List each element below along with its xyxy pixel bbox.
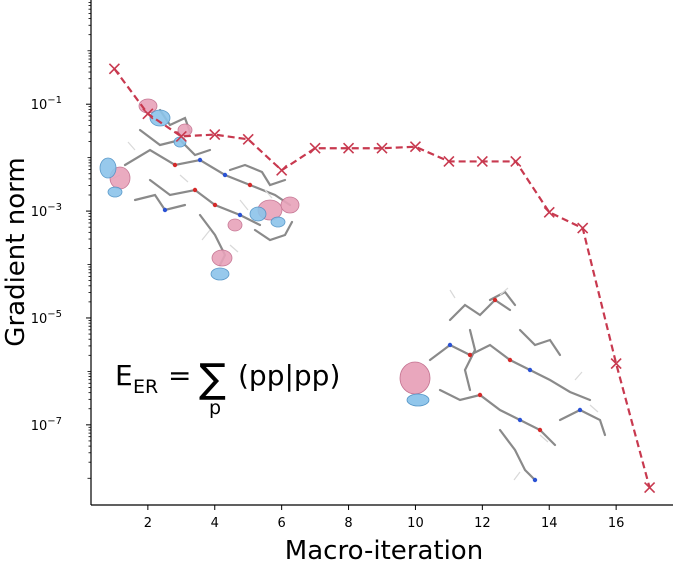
y-axis-title: Gradient norm <box>1 157 31 346</box>
data-point-marker <box>175 130 187 142</box>
molecule-illustration-right <box>399 287 607 483</box>
y-tick-label: 10−5 <box>31 309 62 327</box>
data-point-marker <box>209 129 221 141</box>
data-point-marker <box>108 63 120 75</box>
data-point-marker <box>376 142 388 154</box>
y-ticks: 10−110−310−510−7 <box>31 2 91 479</box>
data-point-marker <box>142 108 154 120</box>
x-tick-label: 14 <box>541 516 558 531</box>
formula-rhs: (pp|pp) <box>238 359 340 392</box>
formula-sum-index: p <box>209 397 221 419</box>
y-tick-label: 10−1 <box>31 95 62 113</box>
x-ticks: 2 4 6 8 10 12 14 16 <box>144 505 625 531</box>
y-tick-label: 10−3 <box>31 202 62 220</box>
series-layer <box>108 63 656 494</box>
y-tick-base: 10 <box>31 98 48 113</box>
data-point-marker <box>577 222 589 234</box>
formula-sum-symbol: ∑ <box>199 356 226 402</box>
y-tick-base: 10 <box>31 312 48 327</box>
x-tick-label: 6 <box>278 516 286 531</box>
formula-equals: = <box>168 359 191 392</box>
data-point-marker <box>476 155 488 167</box>
formula-annotation: E ER = ∑ p (pp|pp) <box>115 356 340 419</box>
data-point-marker <box>443 155 455 167</box>
y-tick-exponent: −7 <box>47 416 62 427</box>
data-point-marker <box>644 482 656 494</box>
x-tick-label: 16 <box>608 516 625 531</box>
x-tick-label: 8 <box>344 516 352 531</box>
data-point-marker <box>543 206 555 218</box>
x-tick-label: 4 <box>211 516 219 531</box>
y-tick-base: 10 <box>31 205 48 220</box>
data-point-marker <box>610 358 622 370</box>
molecule-illustration-left <box>99 98 300 281</box>
x-tick-label: 12 <box>474 516 491 531</box>
y-tick-exponent: −1 <box>47 95 62 106</box>
data-point-marker <box>242 133 254 145</box>
x-tick-label: 2 <box>144 516 152 531</box>
data-point-marker <box>276 164 288 176</box>
data-point-marker <box>409 141 422 153</box>
x-axis-title: Macro-iteration <box>285 536 483 562</box>
y-tick-exponent: −5 <box>47 309 62 320</box>
series-line <box>113 68 651 488</box>
data-point-marker <box>510 155 522 167</box>
x-tick-label: 10 <box>407 516 424 531</box>
data-point-marker <box>342 142 355 154</box>
data-point-marker <box>309 142 321 154</box>
formula-lhs: E <box>115 359 133 392</box>
y-tick-exponent: −3 <box>47 202 62 213</box>
y-tick-label: 10−7 <box>31 416 62 434</box>
y-tick-base: 10 <box>31 419 48 434</box>
formula-lhs-subscript: ER <box>133 376 158 398</box>
